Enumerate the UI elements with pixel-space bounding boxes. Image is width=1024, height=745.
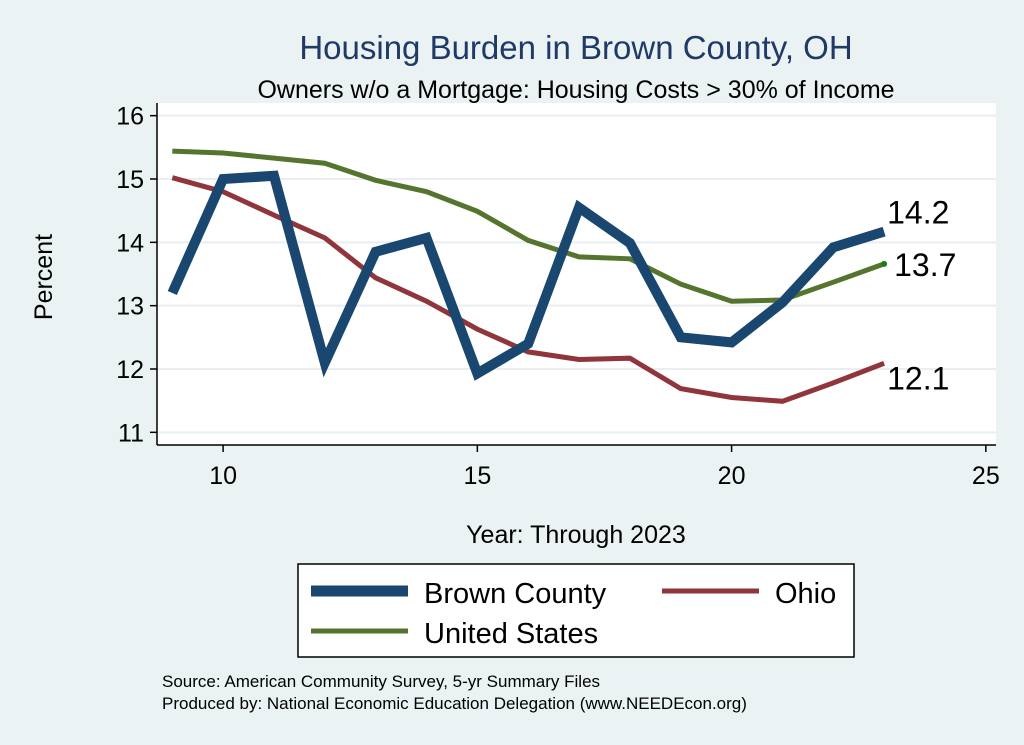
end-point-united-states xyxy=(881,260,888,267)
end-label-brown-county: 14.2 xyxy=(887,195,949,231)
legend-label-united-states: United States xyxy=(424,618,598,650)
y-tick-label-16: 16 xyxy=(116,103,144,131)
end-label-ohio: 12.1 xyxy=(887,360,949,396)
y-tick-label-13: 13 xyxy=(116,293,144,321)
x-axis-title: Year: Through 2023 xyxy=(466,521,686,549)
series-lines xyxy=(167,148,888,404)
y-tick-label-14: 14 xyxy=(116,229,144,257)
x-tick-label-20: 20 xyxy=(718,462,746,490)
end-labels: 14.2 12.1 13.7 xyxy=(887,195,956,397)
legend-box xyxy=(297,563,855,658)
series-line-brown-county xyxy=(167,170,886,381)
legend-label-ohio: Ohio xyxy=(775,578,836,610)
plot-area xyxy=(157,103,996,445)
end-label-united-states: 13.7 xyxy=(894,247,956,283)
axes: 11 12 13 14 15 16 10 15 20 25 xyxy=(116,103,1000,490)
legend: Brown County Ohio United States xyxy=(297,563,855,658)
x-tick-label-15: 15 xyxy=(463,462,491,490)
source-line: Source: American Community Survey, 5-yr … xyxy=(162,672,600,691)
y-tick-label-12: 12 xyxy=(116,356,144,384)
x-tick-label-10: 10 xyxy=(209,462,237,490)
series-line-united-states xyxy=(172,148,885,304)
chart-title: Housing Burden in Brown County, OH xyxy=(299,29,852,66)
y-axis-title: Percent xyxy=(30,234,58,320)
y-tick-label-15: 15 xyxy=(116,166,144,194)
chart-subtitle: Owners w/o a Mortgage: Housing Costs > 3… xyxy=(257,76,894,104)
producer-line: Produced by: National Economic Education… xyxy=(162,694,747,713)
legend-label-brown-county: Brown County xyxy=(424,578,607,610)
x-tick-label-25: 25 xyxy=(972,462,1000,490)
y-tick-label-11: 11 xyxy=(118,419,144,447)
